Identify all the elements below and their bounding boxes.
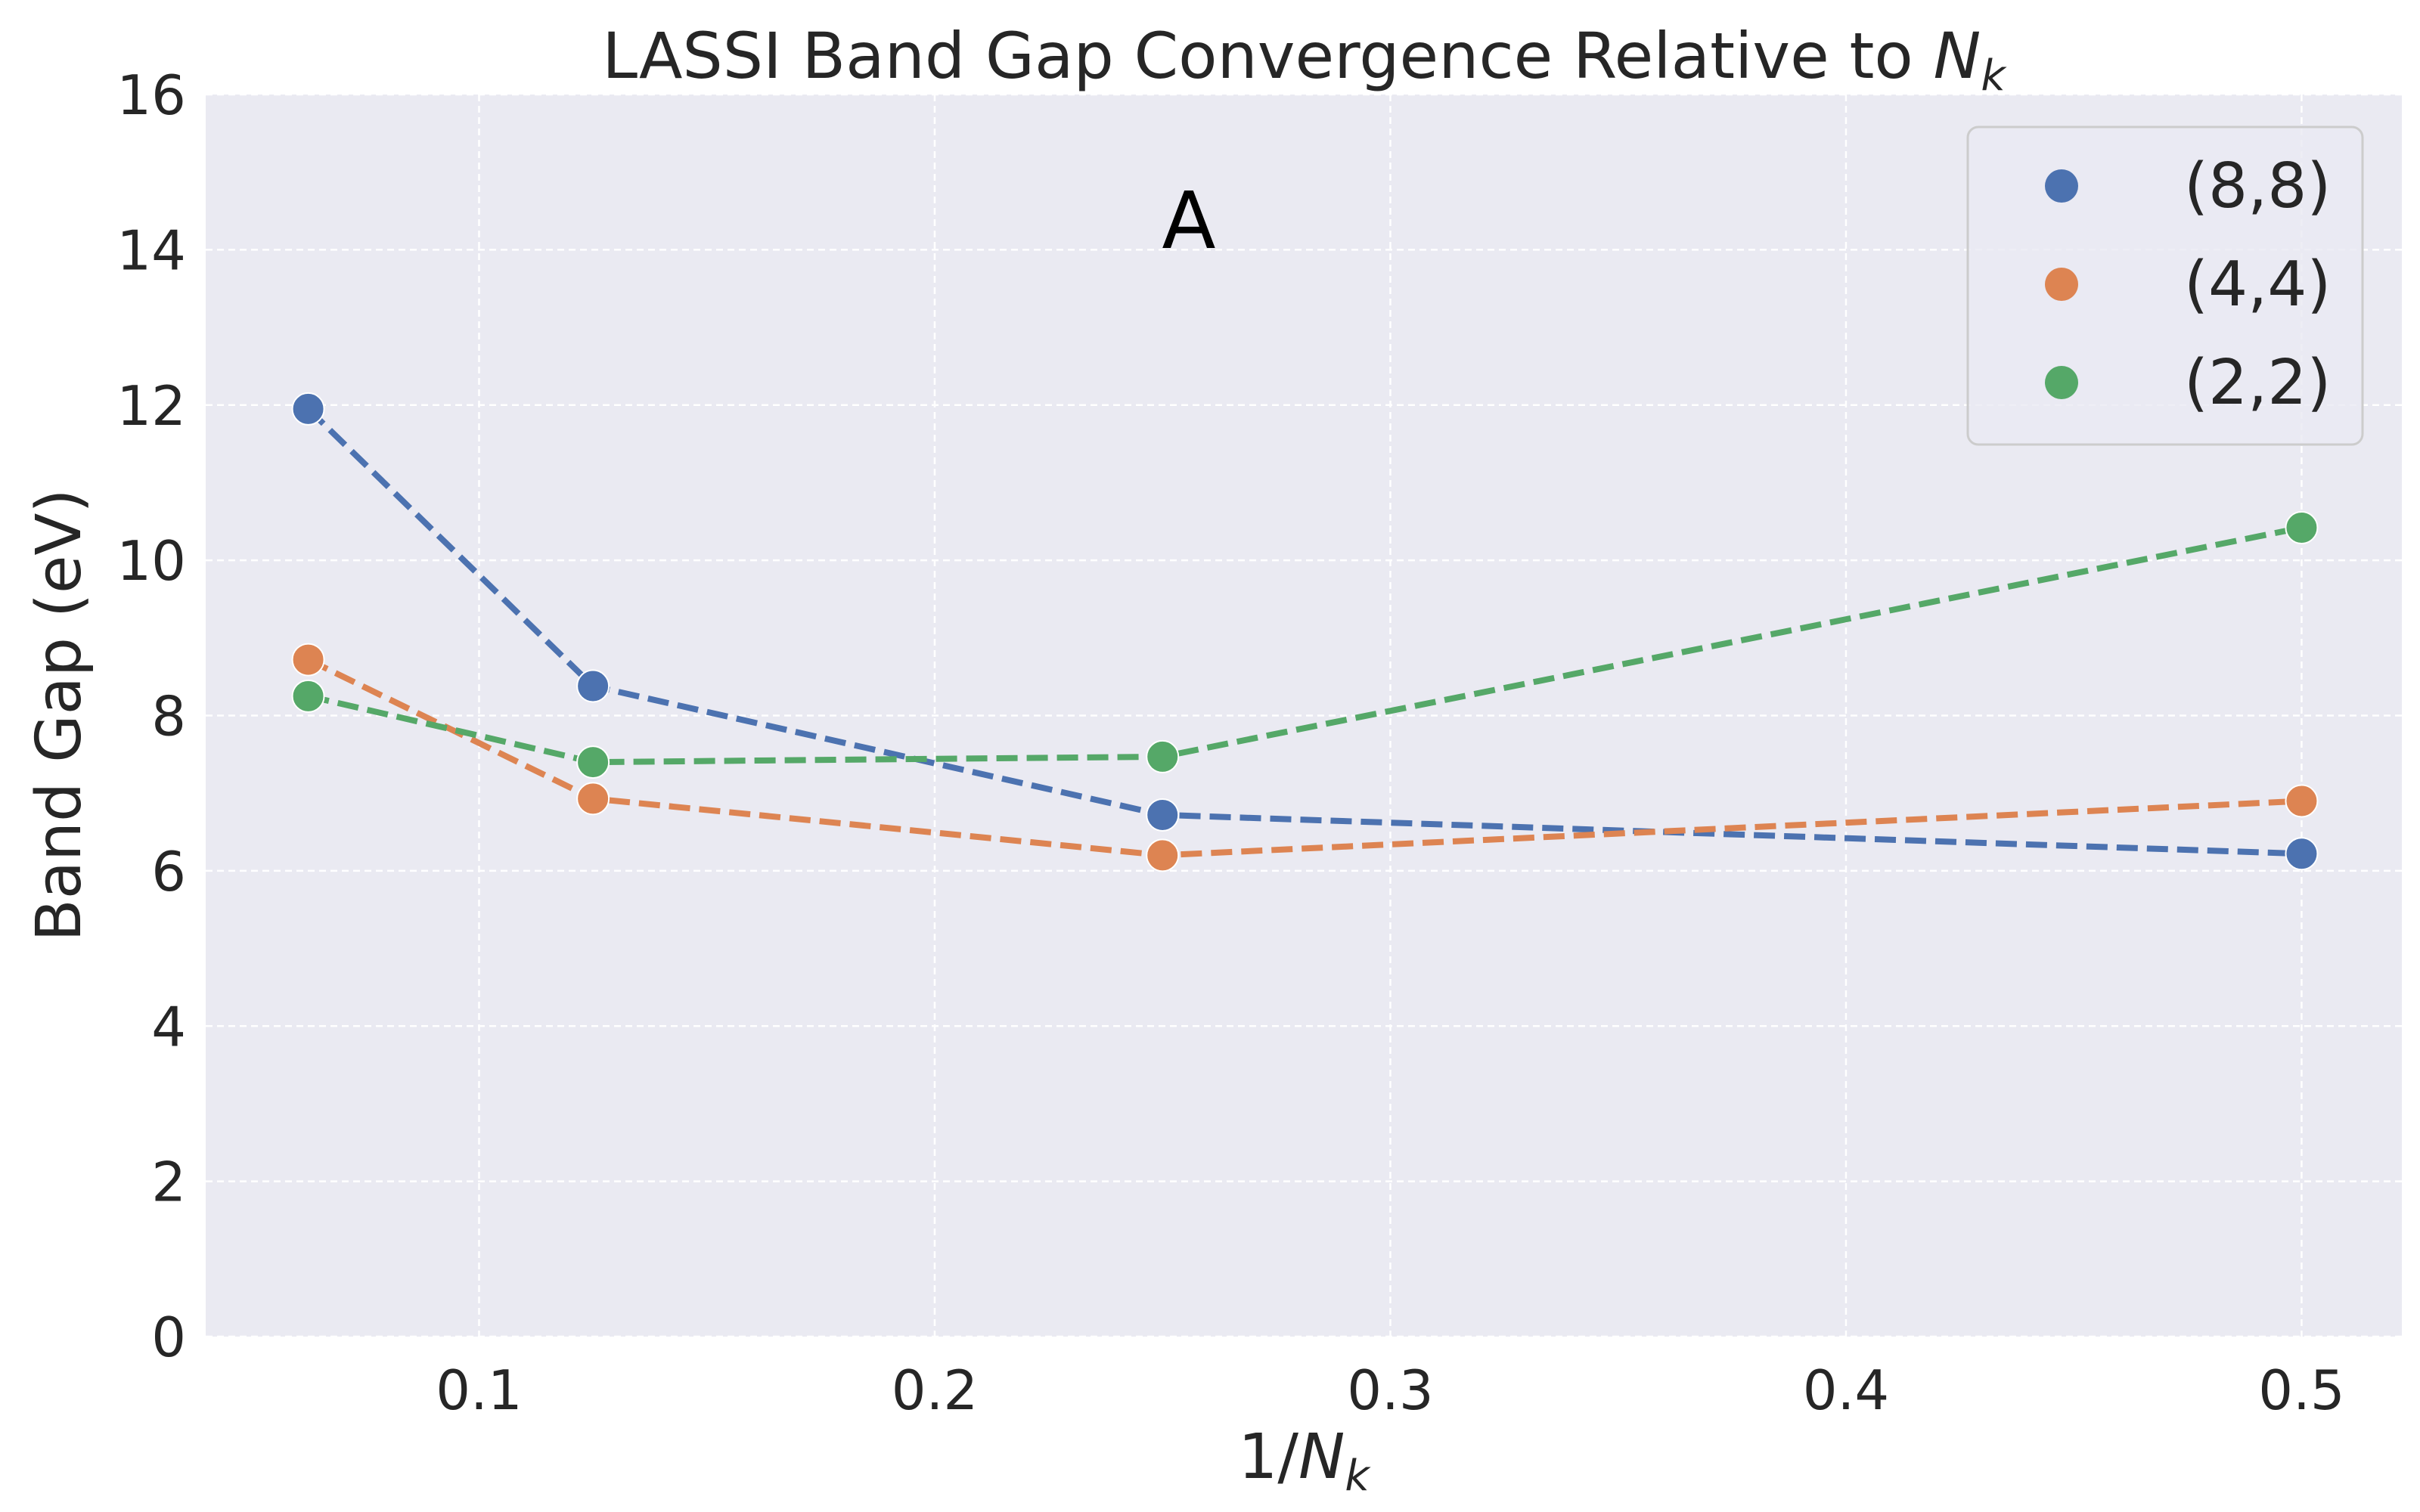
legend-box (1966, 125, 2364, 446)
data-point-2 (576, 745, 610, 779)
x-tick-label: 0.2 (892, 1359, 979, 1422)
legend-label: (8,8) (2184, 150, 2331, 222)
data-point-0 (291, 392, 325, 426)
y-tick-label: 14 (116, 218, 186, 282)
legend-label: (2,2) (2184, 347, 2331, 419)
data-point-2 (291, 679, 325, 713)
y-tick-label: 2 (151, 1151, 186, 1214)
x-tick-label: 0.1 (436, 1359, 523, 1422)
x-axis-title: 1/Nk (1238, 1421, 1371, 1501)
legend-marker (2045, 169, 2078, 203)
chart-title: LASSI Band Gap Convergence Relative to N… (602, 19, 2007, 101)
legend: (8,8) (4,4) (2,2) (1966, 125, 2364, 446)
data-point-0 (576, 669, 610, 703)
data-point-0 (1146, 798, 1180, 832)
x-tick-label: 0.3 (1347, 1359, 1434, 1422)
data-point-2 (1146, 739, 1180, 773)
series-line-1 (306, 657, 2302, 859)
y-tick-label: 8 (151, 685, 186, 748)
grid-lines (206, 93, 2402, 1338)
data-point-1 (576, 782, 610, 816)
legend-marker (2045, 268, 2078, 301)
y-tick-label: 0 (151, 1306, 186, 1369)
series-line-2 (307, 525, 2303, 766)
data-point-1 (2285, 784, 2319, 818)
y-tick-label: 12 (116, 374, 186, 438)
y-axis-title: Band Gap (eV) (23, 488, 95, 941)
legend-marker (2045, 366, 2078, 399)
data-point-0 (2285, 837, 2319, 871)
y-tick-labels: 0 2 4 6 8 10 12 14 16 (116, 64, 186, 1369)
data-point-1 (291, 643, 325, 677)
y-tick-label: 16 (116, 64, 186, 127)
y-tick-label: 10 (116, 529, 186, 593)
series-line-0 (306, 407, 2302, 857)
annotation-label: A (1162, 175, 1215, 267)
y-tick-label: 6 (151, 840, 186, 903)
data-point-1 (1146, 838, 1180, 872)
x-tick-label: 0.4 (1803, 1359, 1890, 1422)
series-layer (291, 392, 2319, 872)
data-point-2 (2285, 510, 2319, 544)
x-tick-label: 0.5 (2258, 1359, 2345, 1422)
legend-label: (4,4) (2184, 249, 2331, 321)
y-tick-label: 4 (151, 995, 186, 1058)
x-tick-labels: 0.1 0.2 0.3 0.4 0.5 (436, 1359, 2344, 1422)
